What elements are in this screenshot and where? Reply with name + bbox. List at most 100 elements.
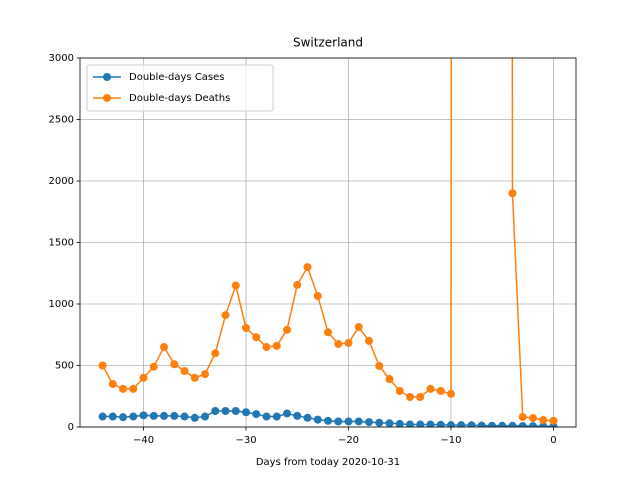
x-axis-label: Days from today 2020-10-31	[256, 457, 400, 468]
point	[170, 411, 179, 420]
point	[375, 361, 384, 370]
point	[139, 373, 148, 382]
chart-title: Switzerland	[293, 36, 363, 50]
point	[334, 339, 343, 348]
point	[139, 411, 148, 420]
point	[160, 343, 169, 352]
point	[508, 421, 517, 427]
x-tick-label: −10	[440, 435, 461, 446]
point	[180, 412, 189, 421]
point	[364, 418, 373, 427]
point	[98, 412, 107, 421]
point	[201, 370, 210, 379]
point	[252, 410, 261, 419]
legend-marker	[103, 73, 111, 81]
point	[211, 349, 220, 358]
point	[446, 389, 455, 398]
point	[313, 292, 322, 301]
point	[221, 407, 230, 416]
x-tick-label: 0	[550, 435, 556, 446]
point	[119, 413, 128, 422]
point	[364, 336, 373, 345]
point	[518, 422, 527, 427]
legend-marker	[103, 94, 111, 102]
point	[324, 416, 332, 425]
point	[108, 412, 117, 421]
point	[416, 420, 425, 427]
point	[231, 281, 240, 290]
y-tick-label: 2000	[49, 176, 74, 187]
point	[190, 413, 199, 422]
point	[477, 421, 486, 427]
point	[221, 311, 230, 320]
legend-label: Double-days Cases	[129, 72, 225, 83]
point	[549, 416, 558, 425]
y-tick-label: 1500	[49, 238, 74, 249]
legend-label: Double-days Deaths	[129, 93, 230, 104]
point	[303, 263, 312, 272]
point	[129, 384, 138, 393]
point	[518, 413, 527, 422]
point	[252, 333, 261, 342]
point	[344, 338, 353, 347]
point	[180, 367, 189, 376]
point	[446, 421, 455, 427]
point	[334, 417, 343, 426]
y-tick-label: 3000	[49, 53, 74, 64]
point	[262, 343, 271, 352]
point	[211, 407, 220, 416]
point	[262, 412, 271, 421]
point	[293, 411, 302, 420]
point	[242, 408, 251, 417]
point	[436, 386, 445, 395]
point	[354, 323, 363, 332]
point	[293, 280, 302, 289]
point	[375, 418, 384, 427]
point	[149, 411, 158, 420]
y-tick-label: 0	[68, 422, 74, 433]
y-tick-label: 2500	[49, 115, 74, 126]
point	[416, 392, 425, 401]
point	[528, 422, 537, 427]
y-tick-label: 500	[55, 361, 74, 372]
x-tick-label: −20	[338, 435, 359, 446]
point	[498, 421, 507, 427]
point	[283, 325, 292, 334]
point	[231, 407, 240, 416]
point	[324, 328, 332, 337]
point	[467, 421, 476, 427]
point	[385, 375, 394, 384]
legend-box	[86, 64, 274, 112]
point	[272, 341, 281, 350]
point	[119, 384, 128, 393]
point	[436, 420, 445, 427]
point	[303, 413, 312, 422]
point	[385, 419, 394, 427]
point	[395, 419, 404, 427]
point	[528, 414, 537, 423]
x-tick-label: −30	[235, 435, 256, 446]
point	[283, 409, 292, 418]
point	[457, 421, 466, 427]
point	[98, 361, 107, 370]
point	[160, 411, 169, 420]
point	[487, 421, 496, 427]
point	[313, 415, 322, 424]
point	[508, 189, 517, 198]
point	[242, 323, 251, 332]
point	[108, 379, 117, 388]
point	[405, 392, 414, 401]
y-tick-label: 1000	[49, 299, 74, 310]
x-tick-label: −40	[133, 435, 154, 446]
point	[272, 412, 281, 421]
point	[405, 420, 414, 427]
point	[395, 386, 404, 395]
point	[149, 362, 158, 371]
point	[129, 412, 138, 421]
point	[344, 417, 353, 426]
point	[190, 373, 199, 382]
point	[426, 384, 435, 393]
point	[354, 417, 363, 426]
point	[426, 420, 435, 427]
